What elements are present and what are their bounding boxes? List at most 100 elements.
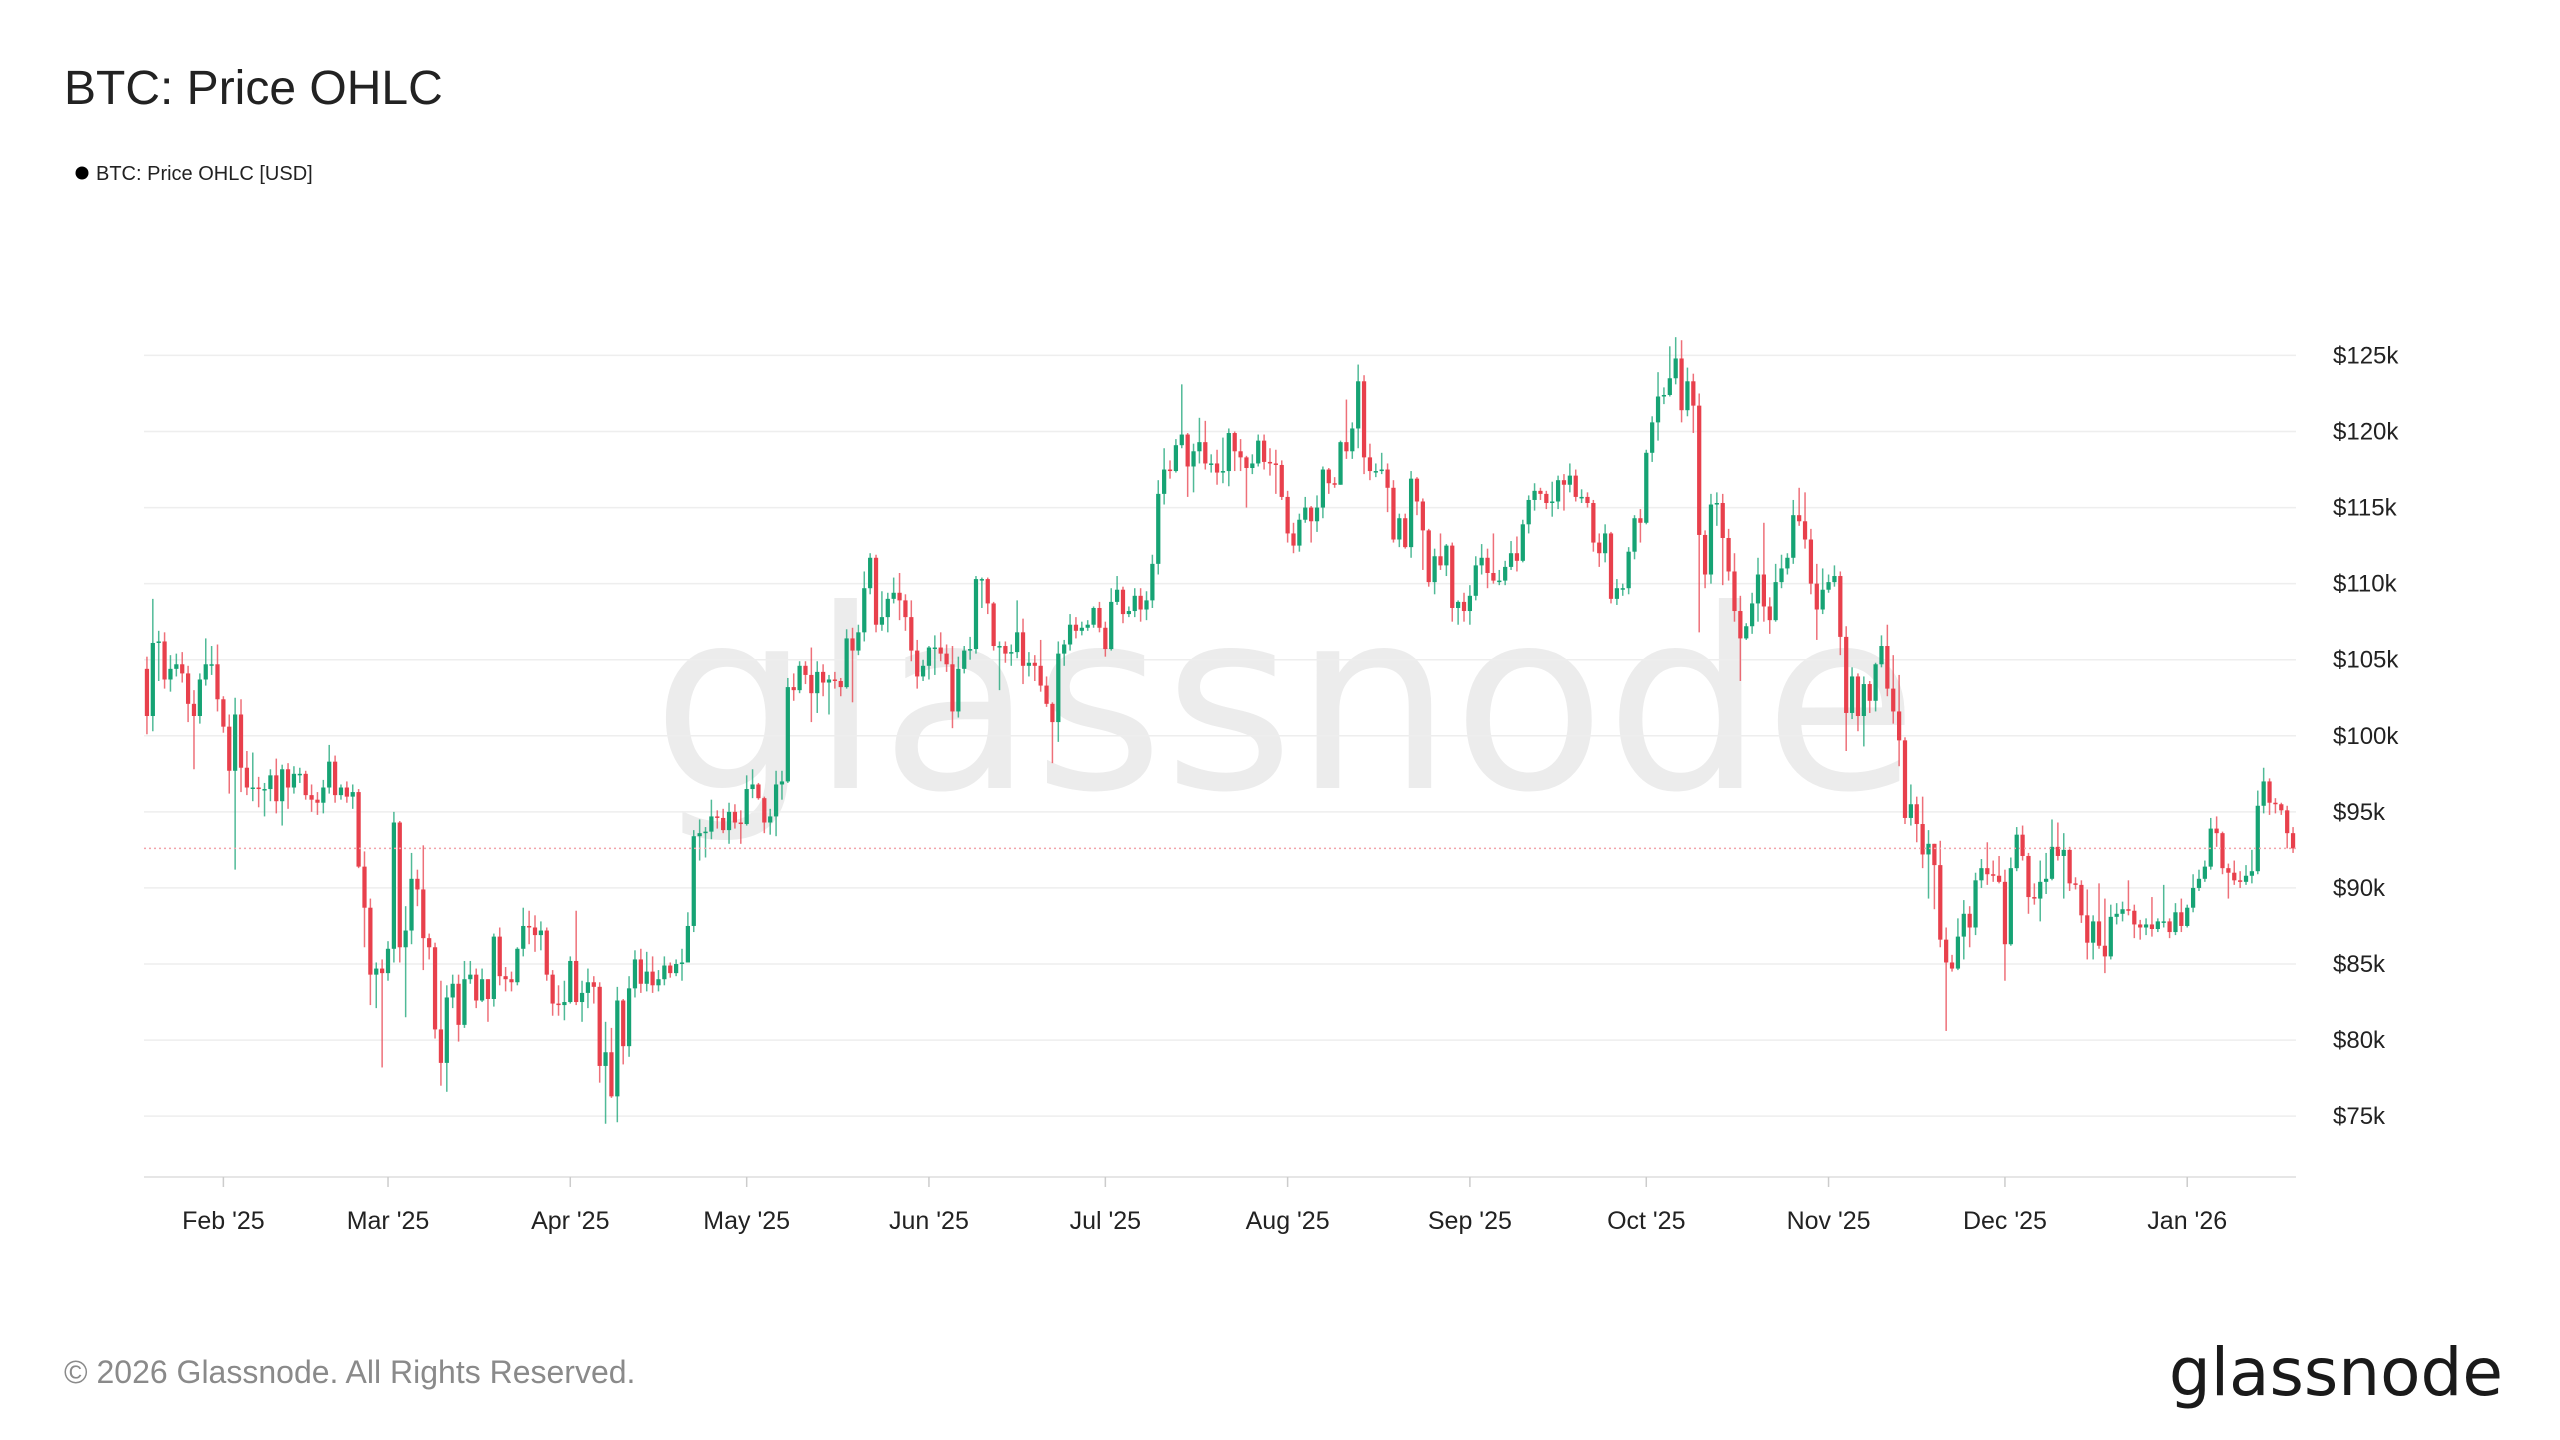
candle-body [973, 579, 979, 650]
candle-body [1667, 378, 1672, 395]
candle-body [1996, 875, 2002, 882]
candle-body [1573, 475, 1578, 497]
candle-body [1908, 804, 1913, 818]
candle-body [303, 773, 308, 796]
candle-body [1050, 703, 1055, 723]
y-tick-label: $85k [2333, 951, 2386, 978]
x-tick-label: Sep '25 [1428, 1207, 1512, 1235]
candle-body [1697, 405, 1702, 535]
candle-body [985, 579, 990, 604]
candle-body [850, 638, 855, 651]
candle-body [203, 664, 208, 680]
candle-body [1267, 461, 1273, 464]
candle-body [1197, 442, 1202, 452]
candle-body [1391, 487, 1396, 540]
candle-body [1238, 451, 1243, 458]
candle-body [721, 817, 726, 831]
y-tick-label: $95k [2333, 799, 2386, 826]
candle-body [2179, 912, 2184, 926]
candle-body [1373, 471, 1378, 473]
candle-body [1461, 601, 1467, 612]
candle-body [1426, 530, 1431, 583]
candle-body [944, 653, 949, 665]
candle-body [756, 784, 761, 799]
x-tick-label: Jan '26 [2147, 1207, 2227, 1235]
candle-body [1020, 632, 1026, 666]
candle-body [1891, 688, 1896, 712]
candle-body [280, 769, 285, 802]
candle-body [1938, 865, 1943, 940]
candle-body [362, 866, 367, 908]
candle-body [1379, 469, 1384, 472]
candle-body [856, 632, 861, 651]
candle-body [1902, 740, 1908, 818]
candle-body [403, 930, 408, 948]
candle-body [1367, 457, 1373, 472]
candle-body [820, 671, 826, 683]
candle-body [562, 1002, 567, 1006]
y-tick-label: $115k [2333, 495, 2398, 522]
candle-body [1973, 880, 1978, 928]
candle-body [1338, 442, 1343, 485]
candle-body [1673, 358, 1678, 379]
candle-body [1485, 557, 1490, 573]
candle-body [1326, 469, 1331, 484]
candle-body [191, 703, 197, 717]
candle-body [1397, 518, 1402, 540]
candle-body [215, 664, 220, 700]
candle-body [238, 714, 244, 768]
candle-body [1067, 624, 1073, 645]
candle-body [2173, 912, 2178, 933]
x-tick-label: Jul '25 [1070, 1207, 1141, 1235]
candle-body [1073, 624, 1079, 631]
candle-body [1855, 676, 1861, 717]
candle-body [662, 965, 667, 980]
candle-body [1932, 843, 1937, 866]
candle-body [444, 997, 449, 1063]
candle-body [1767, 606, 1772, 621]
candle-body [1914, 804, 1919, 825]
candle-body [2126, 909, 2131, 911]
candle-body [609, 1052, 614, 1097]
candle-body [703, 831, 708, 834]
candle-body [1944, 939, 1949, 963]
candle-body [1191, 451, 1196, 467]
candle-body [2202, 866, 2207, 879]
candle-body [803, 665, 808, 675]
candle-body [1414, 478, 1420, 502]
candle-body [1779, 568, 1784, 583]
y-tick-label: $75k [2333, 1103, 2386, 1130]
candle-body [597, 986, 602, 1066]
candle-body [456, 983, 461, 1025]
candle-body [879, 617, 885, 625]
candle-body [285, 769, 291, 788]
candle-body [2249, 871, 2255, 876]
candle-body [1320, 469, 1326, 508]
x-tick-label: Feb '25 [182, 1207, 265, 1235]
candle-body [1109, 601, 1114, 650]
candle-body [1597, 542, 1602, 554]
candle-body [2155, 921, 2160, 930]
candle-body [1162, 469, 1167, 494]
candle-body [897, 592, 902, 601]
candle-body [427, 938, 432, 948]
candle-body [2226, 868, 2231, 873]
candle-body [1097, 607, 1102, 628]
candle-body [2161, 921, 2166, 923]
candle-body [1156, 493, 1161, 564]
y-tick-label: $80k [2333, 1027, 2386, 1054]
candle-body [932, 647, 937, 650]
candle-body [715, 816, 720, 818]
candle-body [485, 979, 491, 999]
candle-body [1802, 521, 1808, 540]
candle-body [626, 988, 632, 1047]
candle-body [544, 930, 549, 975]
candle-body [709, 816, 714, 832]
candle-body [1214, 463, 1220, 473]
candle-body [315, 799, 320, 803]
candle-body [1896, 711, 1902, 741]
candle-body [2232, 872, 2237, 881]
candle-body [550, 974, 555, 1004]
